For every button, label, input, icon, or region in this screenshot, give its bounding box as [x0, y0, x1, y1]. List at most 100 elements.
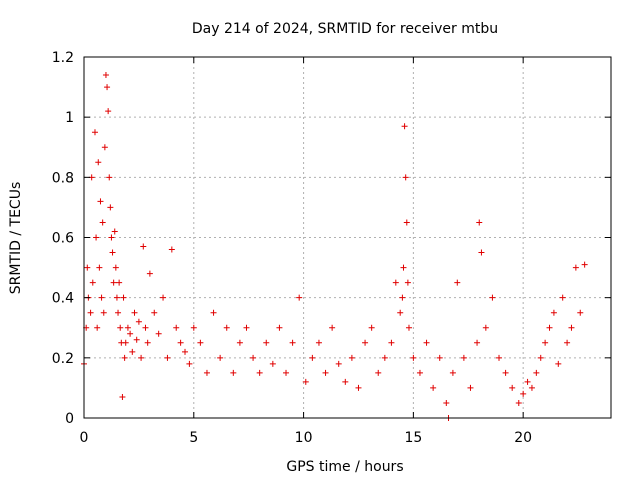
data-point	[140, 243, 147, 250]
data-point	[269, 360, 276, 367]
data-point	[124, 324, 131, 331]
data-point	[276, 324, 283, 331]
y-tick-label: 0.2	[52, 351, 74, 367]
data-point	[250, 354, 257, 361]
y-axis-label: SRMTID / TECUs	[8, 182, 24, 295]
data-point	[392, 279, 399, 286]
data-point	[405, 324, 412, 331]
data-point	[289, 339, 296, 346]
data-point	[550, 309, 557, 316]
data-point	[467, 384, 474, 391]
data-point	[243, 324, 250, 331]
x-tick-label: 10	[295, 430, 313, 446]
data-point	[355, 384, 362, 391]
data-point	[105, 108, 112, 115]
data-point	[502, 369, 509, 376]
data-point	[106, 174, 113, 181]
data-point	[217, 354, 224, 361]
data-point	[454, 279, 461, 286]
data-point	[95, 159, 102, 166]
data-point	[99, 219, 106, 226]
data-point	[121, 354, 128, 361]
data-point	[107, 204, 114, 211]
data-point	[403, 219, 410, 226]
data-point	[236, 339, 243, 346]
data-point	[203, 369, 210, 376]
data-point	[348, 354, 355, 361]
data-point	[223, 324, 230, 331]
data-point	[101, 144, 108, 151]
data-point	[537, 354, 544, 361]
x-axis-label: GPS time / hours	[286, 459, 403, 475]
data-point	[443, 399, 450, 406]
y-tick-label: 0.6	[52, 231, 74, 247]
x-tick-label: 20	[514, 430, 532, 446]
data-point	[283, 369, 290, 376]
data-point	[296, 294, 303, 301]
data-point	[129, 348, 136, 355]
data-point	[263, 339, 270, 346]
data-point	[127, 330, 134, 337]
data-point	[520, 390, 527, 397]
data-point	[117, 324, 124, 331]
data-point	[397, 309, 404, 316]
data-point	[449, 369, 456, 376]
data-point	[572, 264, 579, 271]
data-point	[496, 354, 503, 361]
data-point	[133, 336, 140, 343]
data-point	[533, 369, 540, 376]
data-point	[564, 339, 571, 346]
data-point	[515, 399, 522, 406]
data-point	[177, 339, 184, 346]
data-point	[460, 354, 467, 361]
data-point	[144, 339, 151, 346]
x-tick-label: 15	[404, 430, 422, 446]
data-point	[577, 309, 584, 316]
data-point	[509, 384, 516, 391]
data-point	[315, 339, 322, 346]
data-point	[362, 339, 369, 346]
data-point	[146, 270, 153, 277]
data-point	[186, 360, 193, 367]
data-point	[400, 264, 407, 271]
data-point	[524, 378, 531, 385]
data-point	[142, 324, 149, 331]
data-point	[97, 198, 104, 205]
data-point	[98, 294, 105, 301]
data-point	[309, 354, 316, 361]
data-point	[402, 174, 409, 181]
data-point	[399, 294, 406, 301]
data-point	[164, 354, 171, 361]
data-point	[155, 330, 162, 337]
data-point	[89, 279, 96, 286]
data-point	[230, 369, 237, 376]
y-tick-label: 1	[65, 110, 74, 126]
data-point	[381, 354, 388, 361]
data-point	[94, 324, 101, 331]
data-point	[104, 84, 111, 91]
data-points	[81, 72, 588, 421]
data-point	[190, 324, 197, 331]
data-point	[113, 294, 120, 301]
y-tick-label: 0.8	[52, 170, 74, 186]
data-point	[555, 360, 562, 367]
data-point	[120, 294, 127, 301]
data-point	[436, 354, 443, 361]
data-point	[401, 123, 408, 130]
data-point	[138, 354, 145, 361]
data-point	[302, 378, 309, 385]
data-point	[478, 249, 485, 256]
data-point	[109, 249, 116, 256]
data-point	[96, 264, 103, 271]
data-point	[559, 294, 566, 301]
data-point	[168, 246, 175, 253]
data-point	[108, 234, 115, 241]
data-point	[151, 309, 158, 316]
data-point	[256, 369, 263, 376]
data-point	[489, 294, 496, 301]
data-point	[546, 324, 553, 331]
data-point	[122, 339, 129, 346]
data-point	[410, 354, 417, 361]
